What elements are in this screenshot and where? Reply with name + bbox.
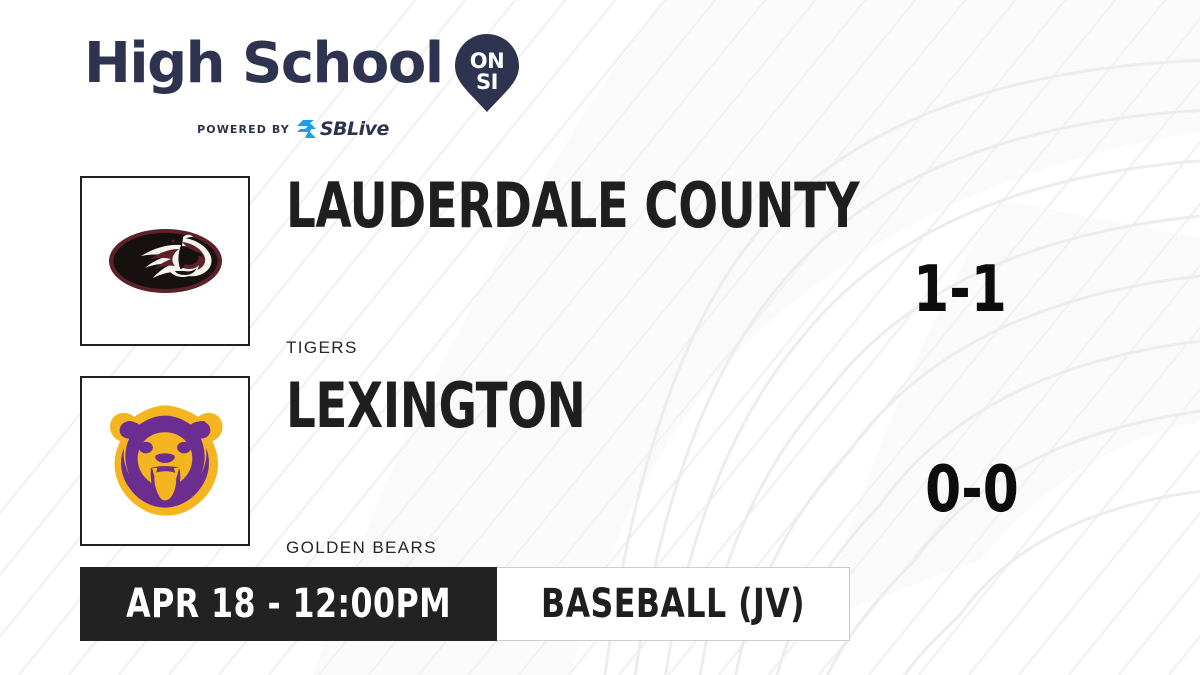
team-name-lauderdale-county: LAUDERDALE COUNTY xyxy=(286,169,860,242)
pin-text-on: ON xyxy=(469,49,503,73)
team-logo-box-lauderdale-county xyxy=(80,176,250,346)
team-record-lexington: 0-0 xyxy=(925,453,1019,527)
team-mascot-tigers: TIGERS xyxy=(286,338,358,357)
game-datetime-block: APR 18 - 12:00PM xyxy=(80,567,498,641)
powered-by-lockup: POWERED BY SBLive xyxy=(84,118,502,140)
game-datetime-text: APR 18 - 12:00PM xyxy=(126,581,452,627)
sblive-bolt-icon xyxy=(296,120,316,138)
game-info-bar: APR 18 - 12:00PM BASEBALL (JV) xyxy=(80,567,851,641)
team-record-lauderdale-county: 1-1 xyxy=(913,253,1007,327)
game-sport-block: BASEBALL (JV) xyxy=(497,567,851,641)
game-sport-text: BASEBALL (JV) xyxy=(541,581,806,627)
powered-by-label: POWERED BY xyxy=(197,122,290,136)
on-si-pin-icon: ON SI xyxy=(454,34,519,112)
team-name-lexington: LEXINGTON xyxy=(286,369,586,442)
sblive-wordmark: SBLive xyxy=(319,118,390,140)
brand-lockup: High School ON SI xyxy=(84,31,519,112)
sblive-logo: SBLive xyxy=(296,118,390,140)
team-logo-box-lexington xyxy=(80,376,250,546)
tiger-head-oval-logo xyxy=(108,229,222,293)
pin-text-si: SI xyxy=(476,70,498,94)
high-school-wordmark: High School xyxy=(84,31,444,96)
bear-head-logo xyxy=(110,405,223,516)
brand-header: High School ON SI POWERED BY SBLive xyxy=(84,31,519,140)
team-mascot-golden-bears: GOLDEN BEARS xyxy=(286,538,437,557)
